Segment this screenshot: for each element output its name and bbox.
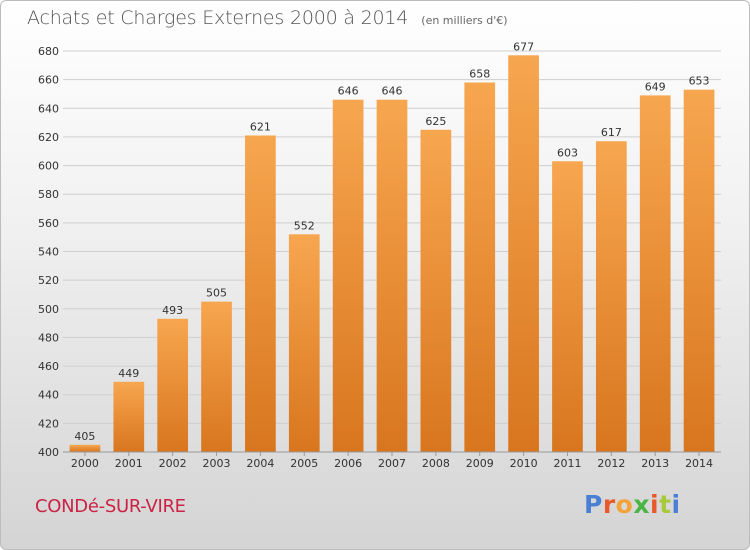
y-tick-label: 540	[38, 246, 59, 259]
bar-value-label: 677	[513, 40, 534, 53]
logo-letter: t	[659, 490, 672, 519]
y-tick-label: 480	[38, 331, 59, 344]
bar	[113, 381, 145, 452]
bar-value-label: 646	[382, 85, 403, 98]
y-tick-label: 420	[38, 417, 59, 430]
x-axis: 2000 2001 2002 2003 2004 2005 2006 2007 2008 2009…	[63, 451, 721, 470]
bar	[639, 95, 671, 453]
y-tick-label: 520	[38, 274, 59, 287]
x-tick-label: 2000	[71, 457, 99, 470]
bar-value-label: 603	[557, 146, 578, 159]
y-tick-label: 500	[38, 303, 59, 316]
bar	[288, 234, 320, 452]
bar	[508, 55, 539, 453]
y-tick-label: 560	[38, 217, 59, 230]
commune-name: CONDé-SUR-VIRE	[35, 496, 186, 517]
x-tick-label: 2008	[422, 457, 450, 470]
bar-value-label: 552	[294, 219, 315, 232]
x-tick-label: 2010	[510, 457, 538, 470]
y-tick-label: 660	[38, 74, 59, 87]
x-tick-label: 2012	[597, 457, 625, 470]
y-tick-label: 620	[38, 131, 59, 144]
y-axis: 400 420 440 460 480 500 520 540 560 580 600 620 640 6…	[38, 45, 59, 459]
logo-letter: P	[584, 490, 603, 519]
bar-value-label: 621	[250, 120, 271, 133]
bar	[595, 141, 627, 452]
y-tick-label: 400	[38, 446, 59, 459]
data-labels: 405 449 493 505 621 552 646 646 625 658 677 603 617 6…	[74, 40, 709, 443]
y-tick-label: 580	[38, 188, 59, 201]
x-tick-label: 2014	[685, 457, 713, 470]
y-tick-label: 460	[38, 360, 59, 373]
bar	[464, 82, 496, 452]
logo-letter: i	[650, 490, 660, 519]
logo-letter: x	[633, 490, 650, 519]
chart-title: Achats et Charges Externes 2000 à 2014 (…	[27, 7, 508, 29]
x-tick-label: 2004	[246, 457, 274, 470]
bar-value-label: 653	[689, 75, 710, 88]
bar	[201, 301, 232, 452]
y-tick-label: 440	[38, 389, 59, 402]
bar	[552, 161, 583, 452]
x-tick-label: 2001	[115, 457, 143, 470]
bar	[420, 129, 452, 452]
logo-letter: i	[671, 490, 681, 519]
bar	[332, 99, 364, 452]
y-tick-label: 600	[38, 160, 59, 173]
bar-value-label: 658	[469, 68, 490, 81]
y-tick-label: 640	[38, 102, 59, 115]
bar-value-label: 649	[645, 80, 666, 93]
x-tick-label: 2009	[466, 457, 494, 470]
bars	[69, 55, 715, 453]
x-tick-label: 2013	[641, 457, 669, 470]
bar-value-label: 617	[601, 126, 622, 139]
bar	[376, 99, 408, 452]
logo-letter: o	[615, 490, 634, 519]
chart-title-main: Achats et Charges Externes 2000 à 2014	[27, 7, 409, 29]
chart-title-unit: (en milliers d'€)	[421, 14, 508, 27]
bar-value-label: 505	[206, 287, 227, 300]
bar	[69, 444, 101, 452]
x-tick-label: 2003	[203, 457, 231, 470]
bar	[157, 318, 189, 452]
x-tick-label: 2006	[334, 457, 362, 470]
bar	[683, 89, 715, 453]
y-tick-label: 680	[38, 45, 59, 58]
proxiti-logo: Proxiti	[584, 490, 681, 519]
bar-value-label: 405	[74, 430, 95, 443]
x-tick-label: 2005	[290, 457, 318, 470]
x-tick-label: 2007	[378, 457, 406, 470]
logo-letter: r	[602, 490, 616, 519]
bar-value-label: 625	[425, 115, 446, 128]
x-tick-label: 2011	[553, 457, 581, 470]
bar-value-label: 493	[162, 304, 183, 317]
bar-value-label: 646	[338, 85, 359, 98]
x-tick-label: 2002	[159, 457, 187, 470]
bar-value-label: 449	[118, 367, 139, 380]
bar	[245, 135, 276, 452]
